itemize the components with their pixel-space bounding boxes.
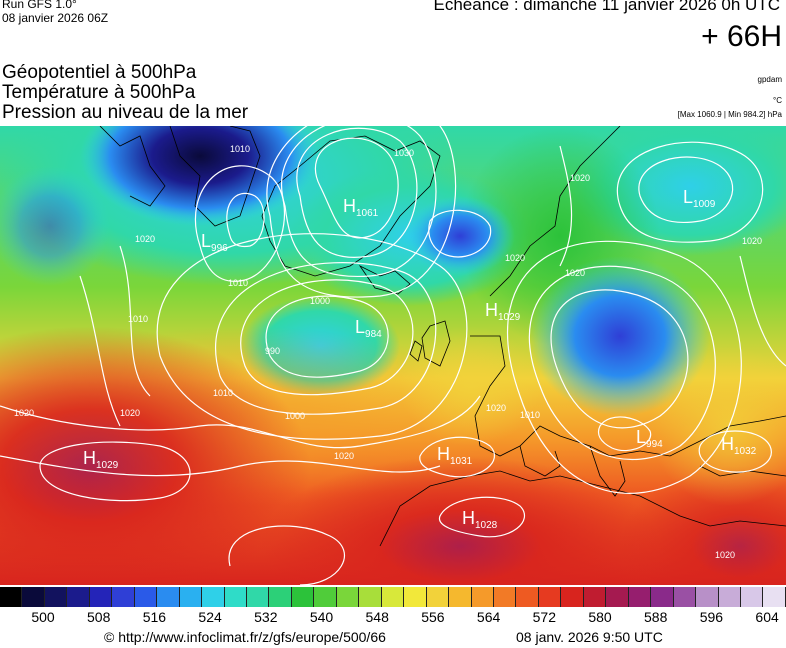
title-geopotential: Géopotentiel à 500hPa <box>2 62 197 83</box>
unit-temperature: °C <box>773 96 782 105</box>
isobar-label: 1020 <box>715 550 735 560</box>
isobar-label: 1020 <box>742 236 762 246</box>
lead-time-label: + 66H <box>701 20 782 53</box>
color-scale-swatch <box>67 587 90 607</box>
pressure-center-h: H1032 <box>721 434 757 457</box>
color-scale-swatch <box>314 587 337 607</box>
color-scale-swatch <box>112 587 135 607</box>
pressure-center-h: H1061 <box>343 196 379 219</box>
color-scale-swatch <box>606 587 629 607</box>
color-scale-swatch <box>538 587 562 607</box>
color-scale-swatch <box>493 587 517 607</box>
color-scale-swatch <box>22 587 45 607</box>
color-scale-tick-label: 508 <box>87 609 111 625</box>
isobars <box>0 126 786 585</box>
isobar-label: 1000 <box>310 296 330 306</box>
color-scale-swatch <box>583 587 607 607</box>
color-scale-swatch <box>561 587 584 607</box>
generated-timestamp: 08 janv. 2026 9:50 UTC <box>516 629 663 645</box>
isobar-label: 1010 <box>228 278 248 288</box>
isobar-label: 1020 <box>120 408 140 418</box>
color-scale-swatch <box>336 587 360 607</box>
isobar-label: 1020 <box>505 253 525 263</box>
title-temperature: Température à 500hPa <box>2 82 196 103</box>
color-scale-tick-label: 540 <box>309 609 334 625</box>
color-scale-swatch <box>157 587 180 607</box>
model-run-label: Run GFS 1.0° <box>2 0 77 11</box>
color-scale-swatch <box>0 587 23 607</box>
color-scale-tick-label: 532 <box>254 609 278 625</box>
isobar-label: 1030 <box>394 148 414 158</box>
color-scale-swatch <box>404 587 427 607</box>
pressure-center-l: L996 <box>201 231 228 254</box>
color-scale-tick-label: 604 <box>755 609 779 625</box>
color-scale-tick-label: 588 <box>644 609 668 625</box>
color-scale-swatch <box>291 587 315 607</box>
color-scale-swatch <box>359 587 382 607</box>
color-scale-swatch <box>202 587 225 607</box>
pressure-centers: H1061 L996 L984 H1029 H1029 H1031 H1028 … <box>83 187 757 531</box>
color-scale-swatch <box>89 587 113 607</box>
color-scale-tick-label: 580 <box>588 609 612 625</box>
color-scale-swatch <box>516 587 539 607</box>
color-scale-swatch <box>224 587 247 607</box>
isobar-label: 1010 <box>520 410 540 420</box>
color-scale-tick-label: 516 <box>142 609 167 625</box>
color-scale-swatch <box>134 587 158 607</box>
color-scale-swatch <box>426 587 450 607</box>
color-scale-swatch <box>179 587 203 607</box>
isobar-label: 1020 <box>570 173 590 183</box>
color-scale-ticks: 500 508 516 524 532 540 548 556 564 572 580 588 596 6… <box>0 609 786 629</box>
color-scale-tick-label: 500 <box>31 609 55 625</box>
pressure-center-h: H1029 <box>83 448 119 471</box>
unit-geopotential: gpdam <box>757 75 782 84</box>
color-scale-swatch <box>763 587 786 607</box>
color-scale-swatch <box>246 587 270 607</box>
color-scale-swatch <box>449 587 472 607</box>
color-scale <box>0 587 786 607</box>
color-scale-swatch <box>471 587 494 607</box>
color-scale-tick-label: 556 <box>421 609 445 625</box>
color-scale-tick-label: 596 <box>699 609 724 625</box>
color-scale-swatch <box>718 587 741 607</box>
isobar-label: 1010 <box>230 144 250 154</box>
forecast-map-svg: 1010 1030 1020 1010 1010 1000 990 1000 1… <box>0 126 786 585</box>
pressure-center-l: L994 <box>636 427 663 450</box>
coastlines <box>99 126 786 547</box>
color-scale-swatch <box>696 587 719 607</box>
color-scale-swatch <box>651 587 674 607</box>
color-scale-swatch <box>44 587 68 607</box>
forecast-map: 1010 1030 1020 1010 1010 1000 990 1000 1… <box>0 126 786 585</box>
source-url: © http://www.infoclimat.fr/z/gfs/europe/… <box>104 629 386 645</box>
isobar-label: 990 <box>265 346 280 356</box>
color-scale-tick-label: 524 <box>198 609 222 625</box>
pressure-center-h: H1031 <box>437 444 473 467</box>
color-scale-swatch <box>628 587 652 607</box>
pressure-range-label: [Max 1060.9 | Min 984.2] hPa <box>677 110 782 119</box>
isobar-label: 1020 <box>486 403 506 413</box>
isobar-label: 1010 <box>128 314 148 324</box>
isobar-label: 1020 <box>135 234 155 244</box>
pressure-center-l: L984 <box>355 317 382 340</box>
color-scale-tick-label: 548 <box>365 609 389 625</box>
run-date-label: 08 janvier 2026 06Z <box>2 11 109 25</box>
isobar-label: 1020 <box>565 268 585 278</box>
pressure-center-h: H1029 <box>485 300 521 323</box>
isobar-label: 1000 <box>285 411 305 421</box>
color-scale-tick-label: 572 <box>532 609 556 625</box>
color-scale-swatch <box>673 587 697 607</box>
color-scale-swatch <box>381 587 405 607</box>
isobar-label: 1020 <box>14 408 34 418</box>
color-scale-tick-label: 564 <box>476 609 501 625</box>
isobar-label: 1020 <box>334 451 354 461</box>
valid-time-label: Echéance : dimanche 11 janvier 2026 0h U… <box>433 0 781 14</box>
isobar-label-group: 1010 1030 1020 1010 1010 1000 990 1000 1… <box>14 144 762 560</box>
pressure-center-h: H1028 <box>462 508 498 531</box>
color-scale-swatch <box>740 587 764 607</box>
pressure-center-l: L1009 <box>683 187 716 210</box>
color-scale-swatch <box>269 587 292 607</box>
title-pressure: Pression au niveau de la mer <box>2 102 249 123</box>
isobar-label: 1010 <box>213 388 233 398</box>
